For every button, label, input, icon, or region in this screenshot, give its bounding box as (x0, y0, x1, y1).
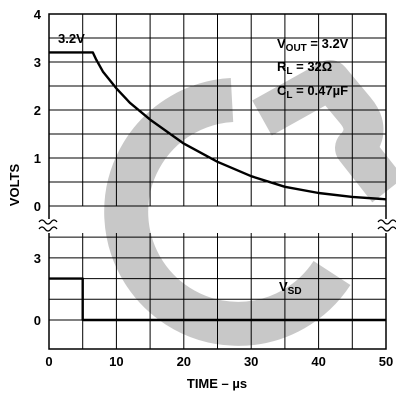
y-tick-bottom-0: 0 (34, 313, 41, 328)
rl-annotation: RL = 32Ω (277, 59, 332, 77)
y-tick-labels: 4 3 2 1 0 3 0 (34, 7, 42, 328)
x-axis-label: TIME – µs (187, 376, 247, 391)
traces (49, 51, 387, 322)
axis-break-marks (38, 219, 396, 233)
axis-break-left (38, 219, 58, 232)
x-tick-30: 30 (244, 354, 258, 369)
x-tick-10: 10 (109, 354, 123, 369)
vsd-label: VSD (279, 279, 302, 297)
vsd-trace (49, 277, 386, 322)
x-tick-0: 0 (45, 354, 52, 369)
level-label-3v2: 3.2V (58, 31, 85, 46)
y-tick-top-4: 4 (34, 7, 42, 22)
cl-annotation: CL = 0.47µF (277, 83, 348, 101)
y-tick-top-2: 2 (34, 103, 41, 118)
axis-break-right (377, 219, 396, 232)
y-tick-top-3: 3 (34, 55, 41, 70)
axis-break-gap-right (377, 219, 396, 233)
axis-break-gap-left (38, 219, 58, 233)
x-tick-50: 50 (379, 354, 393, 369)
watermark-logo (104, 60, 396, 346)
y-tick-bottom-3: 3 (34, 251, 41, 266)
vout-annotation: VOUT = 3.2V (277, 36, 349, 54)
y-tick-top-0: 0 (34, 199, 41, 214)
plot-frame (48, 13, 387, 350)
watermark-letter-o (104, 78, 351, 346)
x-tick-20: 20 (177, 354, 191, 369)
top-panel-grid (49, 14, 386, 207)
vout-trace (49, 51, 387, 201)
x-tick-labels: 0 10 20 30 40 50 (45, 354, 393, 369)
x-tick-40: 40 (311, 354, 325, 369)
y-axis-label: VOLTS (7, 163, 22, 206)
y-tick-top-1: 1 (34, 151, 41, 166)
